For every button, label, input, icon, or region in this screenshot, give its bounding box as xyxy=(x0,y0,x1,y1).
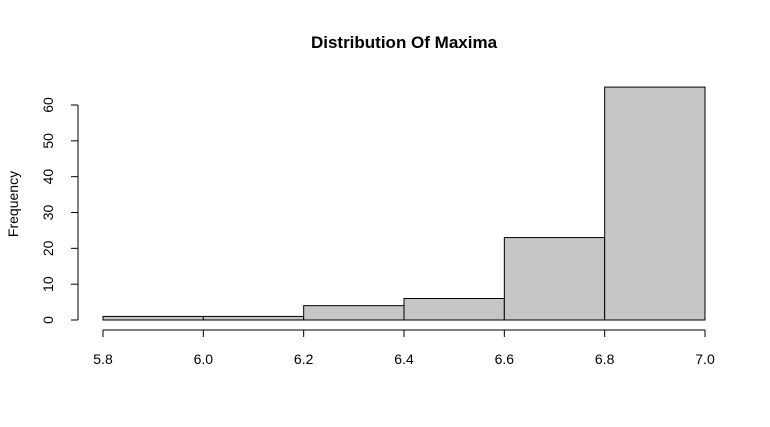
histogram-bar xyxy=(503,237,606,321)
histogram-bar xyxy=(102,315,204,321)
histogram-bar xyxy=(604,86,706,321)
y-tick-label: 0 xyxy=(40,316,56,324)
x-tick-label: 6.6 xyxy=(495,351,515,367)
y-axis: 0 10 20 30 40 50 60 xyxy=(40,97,79,324)
x-tick-label: 6.8 xyxy=(595,351,615,367)
histogram-bar xyxy=(303,305,405,321)
histogram-bar xyxy=(202,315,305,321)
y-tick-label: 10 xyxy=(40,276,56,292)
x-tick-label: 7.0 xyxy=(695,351,715,367)
bars-group xyxy=(102,86,706,321)
chart-title: Distribution Of Maxima xyxy=(311,33,498,52)
x-axis: 5.8 6.0 6.2 6.4 6.6 6.8 7.0 xyxy=(93,329,715,367)
x-tick-label: 5.8 xyxy=(93,351,113,367)
y-tick-label: 50 xyxy=(40,133,56,149)
x-tick-label: 6.2 xyxy=(294,351,314,367)
histogram-bar xyxy=(403,298,505,321)
x-tick-label: 6.4 xyxy=(394,351,414,367)
y-tick-label: 40 xyxy=(40,169,56,185)
y-tick-label: 30 xyxy=(40,205,56,221)
y-axis-label: Frequency xyxy=(5,171,21,237)
y-tick-label: 20 xyxy=(40,240,56,256)
x-tick-label: 6.0 xyxy=(194,351,214,367)
y-tick-label: 60 xyxy=(40,97,56,113)
